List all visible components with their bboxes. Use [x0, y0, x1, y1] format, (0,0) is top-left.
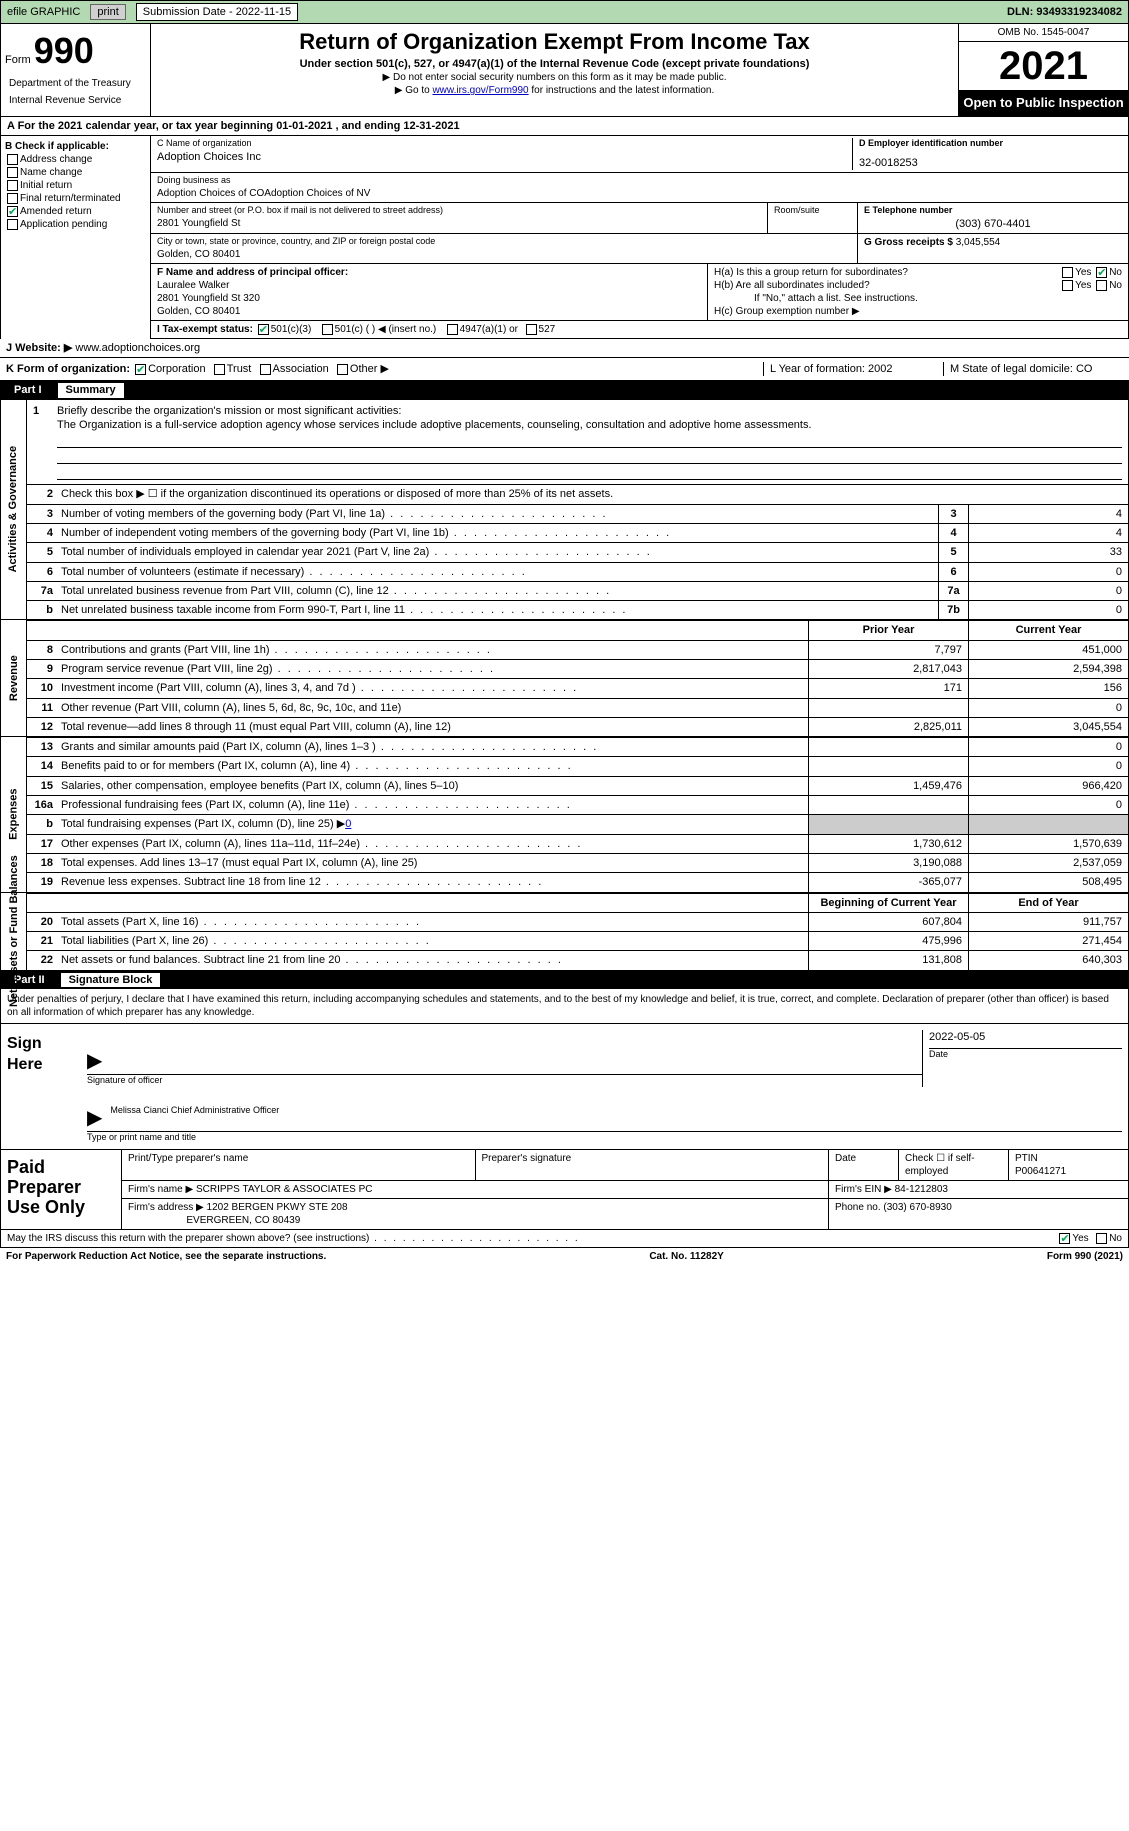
sign-date: 2022-05-05 [929, 1030, 1122, 1044]
open-to-public: Open to Public Inspection [959, 91, 1128, 116]
cb-initial-return[interactable]: Initial return [5, 179, 146, 192]
form-title: Return of Organization Exempt From Incom… [161, 28, 948, 57]
form-header: Form 990 Department of the Treasury Inte… [0, 24, 1129, 117]
efile-label: efile GRAPHIC [7, 5, 80, 19]
org-info-block: B Check if applicable: Address change Na… [0, 136, 1129, 338]
top-bar: efile GRAPHIC print Submission Date - 20… [0, 0, 1129, 24]
firm-name: SCRIPPS TAYLOR & ASSOCIATES PC [196, 1184, 373, 1195]
side-revenue: Revenue [6, 655, 20, 701]
check-applicable: B Check if applicable: Address change Na… [1, 136, 151, 338]
paid-preparer-block: Paid Preparer Use Only Print/Type prepar… [0, 1150, 1129, 1230]
form-label: Form [5, 54, 31, 66]
tax-year: 2021 [959, 42, 1128, 91]
officer-addr1: 2801 Youngfield St 320 [157, 292, 701, 305]
form-subtitle: Under section 501(c), 527, or 4947(a)(1)… [161, 57, 948, 71]
submission-date: Submission Date - 2022-11-15 [136, 3, 298, 21]
officer-name: Lauralee Walker [157, 279, 701, 292]
footer-row: For Paperwork Reduction Act Notice, see … [0, 1248, 1129, 1265]
perjury-declaration: Under penalties of perjury, I declare th… [0, 989, 1129, 1024]
ein-value: 32-0018253 [859, 150, 1122, 170]
firm-addr1: 1202 BERGEN PKWY STE 208 [207, 1202, 348, 1213]
cb-address-change[interactable]: Address change [5, 153, 146, 166]
side-expenses: Expenses [6, 789, 20, 840]
form-number: 990 [34, 30, 94, 71]
gross-receipts: 3,045,554 [956, 237, 1001, 248]
note-ssn: ▶ Do not enter social security numbers o… [161, 71, 948, 84]
omb-number: OMB No. 1545-0047 [959, 24, 1128, 42]
cb-name-change[interactable]: Name change [5, 166, 146, 179]
form-of-org-row: K Form of organization: Corporation Trus… [0, 358, 1129, 381]
part-1-body: Activities & Governance 1 Briefly descri… [0, 400, 1129, 971]
irs-discuss-row: May the IRS discuss this return with the… [0, 1230, 1129, 1248]
dln: DLN: 93493319234082 [1007, 5, 1122, 19]
cb-application-pending[interactable]: Application pending [5, 218, 146, 231]
website-row: J Website: ▶ www.adoptionchoices.org [0, 339, 1129, 358]
calendar-year-row: A For the 2021 calendar year, or tax yea… [0, 117, 1129, 136]
cb-final-return[interactable]: Final return/terminated [5, 192, 146, 205]
street-address: 2801 Youngfield St [157, 217, 761, 230]
org-name: Adoption Choices Inc [157, 150, 852, 164]
fundraising-link[interactable]: 0 [345, 818, 351, 830]
print-button[interactable]: print [90, 4, 125, 20]
officer-typed-name: Melissa Cianci Chief Administrative Offi… [110, 1105, 279, 1131]
irs-link[interactable]: www.irs.gov/Form990 [432, 85, 528, 96]
dba-name: Adoption Choices of COAdoption Choices o… [157, 187, 1122, 200]
firm-ein: 84-1212803 [895, 1184, 948, 1195]
dept-treasury: Department of the Treasury [5, 75, 146, 92]
city-state-zip: Golden, CO 80401 [157, 248, 851, 261]
officer-addr2: Golden, CO 80401 [157, 305, 701, 318]
firm-addr2: EVERGREEN, CO 80439 [186, 1215, 300, 1226]
website-value: www.adoptionchoices.org [75, 341, 200, 355]
dept-irs: Internal Revenue Service [5, 92, 146, 109]
sign-here-block: Sign Here ▶ Signature of officer 2022-05… [0, 1024, 1129, 1150]
part-2-header: Part II Signature Block [0, 971, 1129, 989]
mission-text: The Organization is a full-service adopt… [57, 419, 812, 431]
cb-amended-return[interactable]: Amended return [5, 205, 146, 218]
tax-exempt-status: I Tax-exempt status: 501(c)(3) 501(c) ( … [151, 321, 1128, 339]
state-domicile: M State of legal domicile: CO [943, 362, 1123, 376]
firm-phone: (303) 670-8930 [883, 1202, 951, 1213]
year-formation: L Year of formation: 2002 [763, 362, 943, 376]
ptin-value: P00641271 [1015, 1166, 1066, 1177]
side-net-assets: Net Assets or Fund Balances [6, 855, 20, 1007]
note-link: ▶ Go to www.irs.gov/Form990 for instruct… [161, 84, 948, 97]
side-activities: Activities & Governance [6, 446, 20, 573]
phone-value: (303) 670-4401 [864, 217, 1122, 231]
room-suite: Room/suite [768, 203, 858, 233]
part-1-header: Part I Summary [0, 381, 1129, 399]
